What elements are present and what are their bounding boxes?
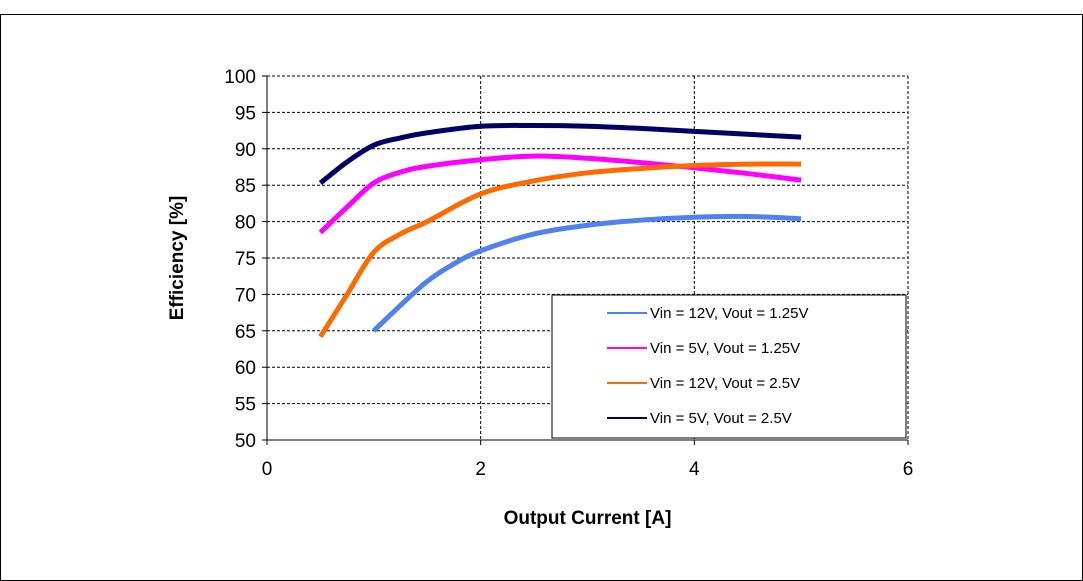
y-tick-label: 100: [224, 67, 256, 88]
y-tick-label: 95: [235, 103, 256, 124]
y-axis-title: Efficiency [%]: [167, 196, 188, 321]
x-tick-label: 0: [262, 459, 273, 480]
y-tick-label: 50: [235, 431, 256, 452]
series-lines: [318, 122, 802, 338]
series-line-2: [318, 153, 802, 235]
efficiency-chart: 50 55 60 65 70 75 80 85 90 95 100 0 2 4 6 Output Curre…: [167, 67, 913, 529]
y-tick-label: 75: [235, 249, 256, 270]
y-tick-label: 65: [235, 322, 256, 343]
y-tick-label: 80: [235, 213, 256, 234]
tick-labels: 50 55 60 65 70 75 80 85 90 95 100 0 2 4 6: [224, 67, 913, 480]
y-tick-label: 55: [235, 395, 256, 416]
y-tick-label: 90: [235, 140, 256, 161]
legend-label: Vin = 12V, Vout = 1.25V: [650, 305, 808, 322]
series-line-3: [318, 161, 802, 338]
legend: Vin = 12V, Vout = 1.25V Vin = 5V, Vout = …: [551, 294, 907, 439]
x-tick-label: 2: [475, 459, 486, 480]
legend-label: Vin = 5V, Vout = 1.25V: [650, 340, 800, 357]
x-tick-label: 4: [689, 459, 700, 480]
legend-label: Vin = 12V, Vout = 2.5V: [650, 375, 800, 392]
x-tick-label: 6: [903, 459, 914, 480]
figure-frame: 50 55 60 65 70 75 80 85 90 95 100 0 2 4 6 Output Curre…: [0, 14, 1083, 581]
series-line-1: [372, 213, 802, 333]
y-tick-label: 85: [235, 176, 256, 197]
legend-label: Vin = 5V, Vout = 2.5V: [650, 410, 792, 427]
x-axis-title: Output Current [A]: [504, 508, 672, 529]
y-tick-label: 60: [235, 358, 256, 379]
y-tick-label: 70: [235, 285, 256, 306]
axes: [262, 75, 909, 445]
legend-box: [551, 294, 907, 439]
series-line-4: [318, 122, 802, 185]
